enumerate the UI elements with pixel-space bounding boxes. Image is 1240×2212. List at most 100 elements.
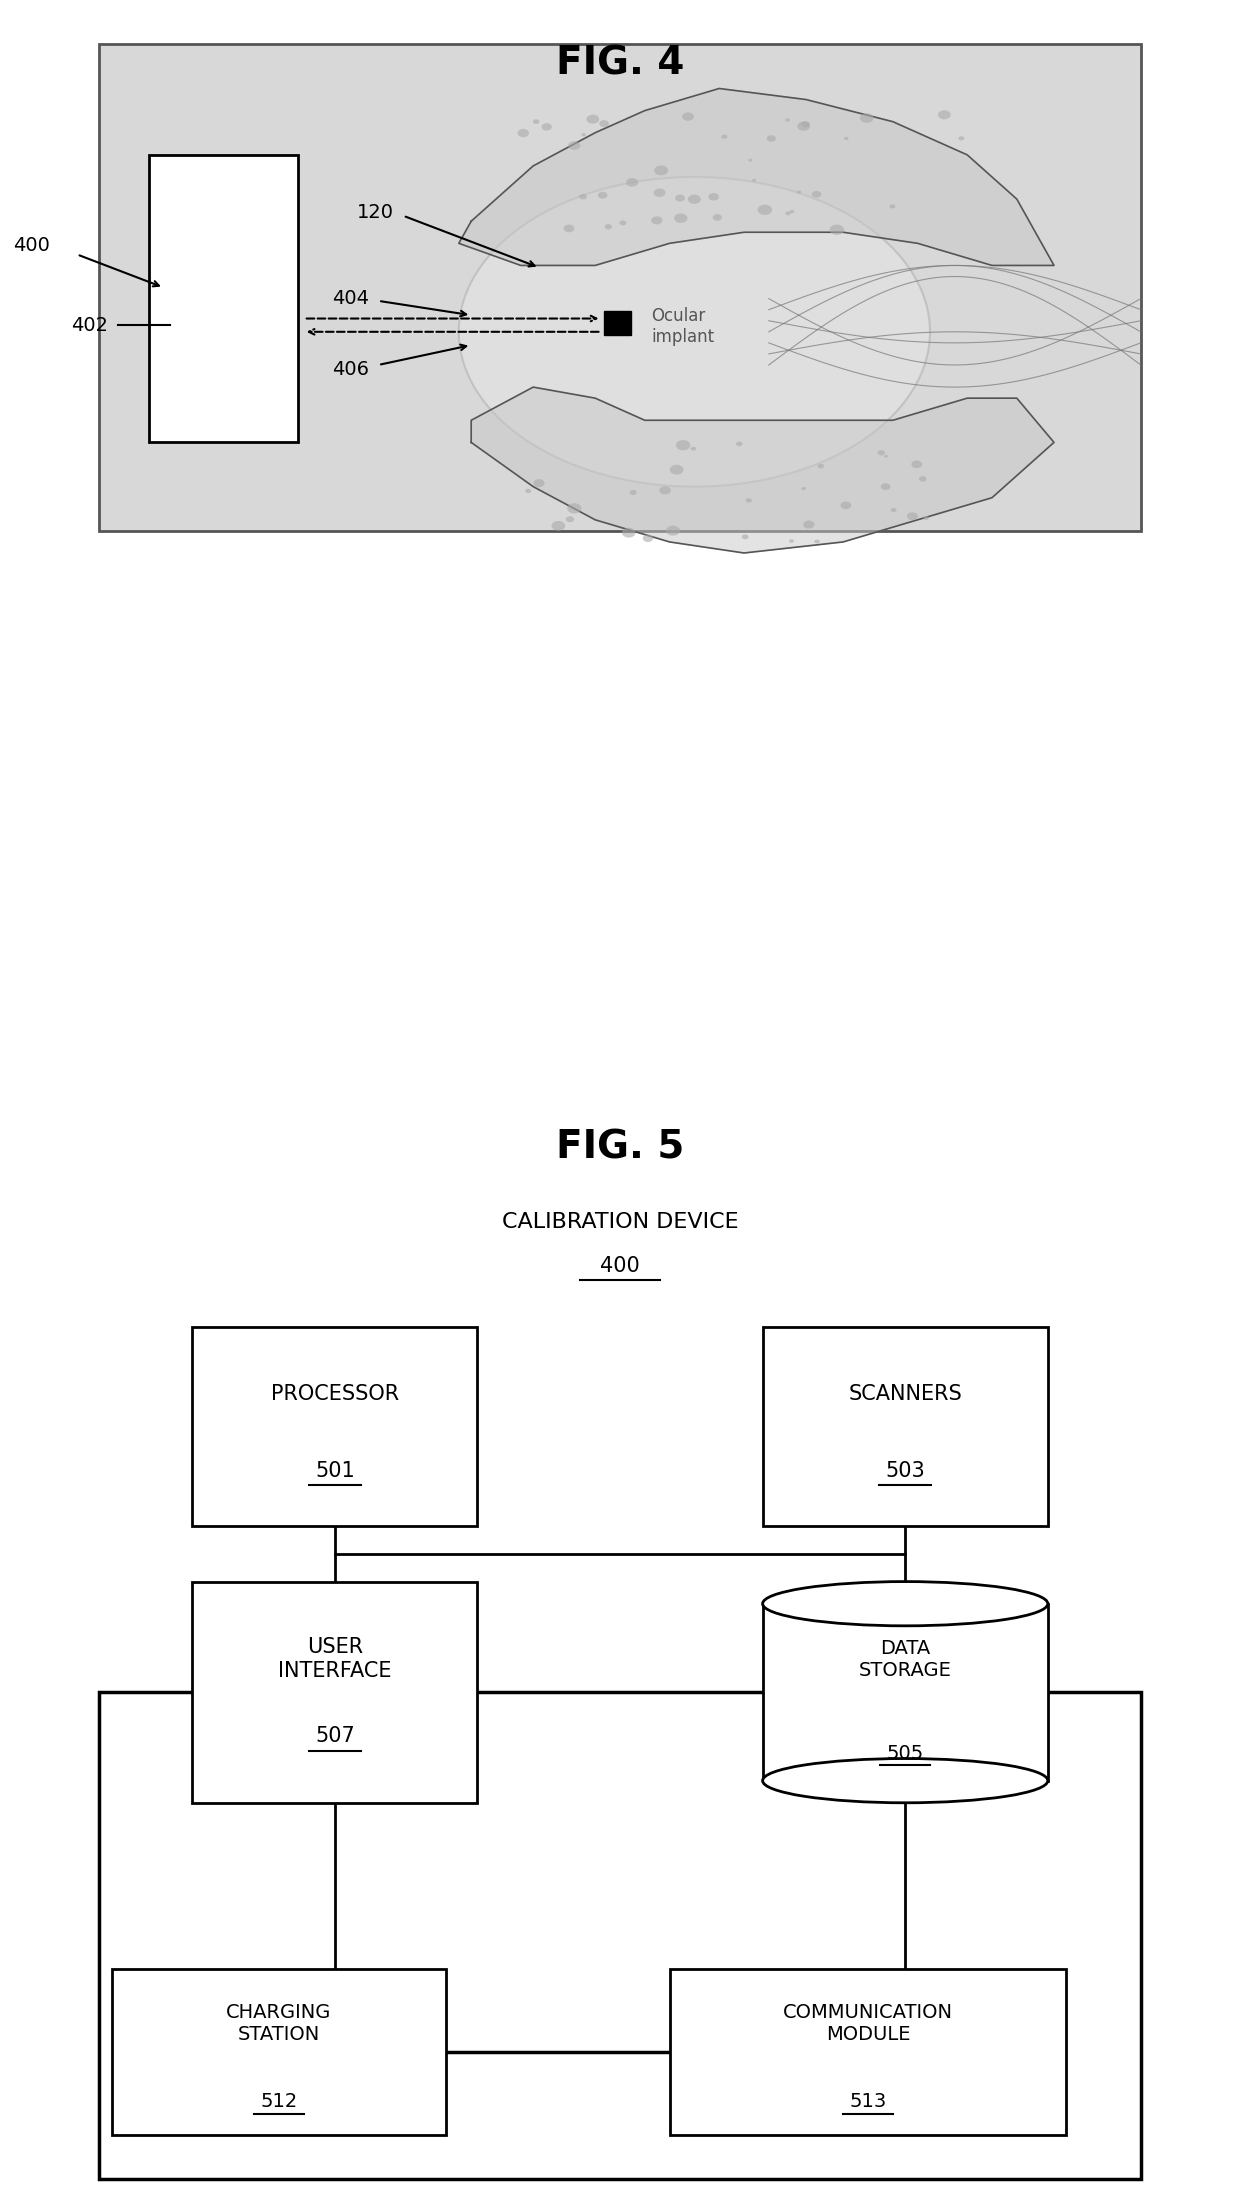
Text: 501: 501 bbox=[315, 1460, 355, 1482]
Ellipse shape bbox=[655, 166, 668, 175]
Ellipse shape bbox=[688, 195, 701, 204]
Ellipse shape bbox=[517, 128, 529, 137]
Ellipse shape bbox=[605, 223, 613, 230]
Ellipse shape bbox=[582, 133, 587, 137]
Ellipse shape bbox=[542, 124, 552, 131]
Ellipse shape bbox=[797, 122, 810, 131]
Ellipse shape bbox=[626, 177, 639, 186]
Ellipse shape bbox=[753, 179, 756, 181]
Text: 400: 400 bbox=[12, 237, 50, 254]
Ellipse shape bbox=[666, 526, 680, 535]
Text: 507: 507 bbox=[315, 1725, 355, 1747]
Ellipse shape bbox=[459, 177, 930, 487]
Ellipse shape bbox=[745, 498, 751, 502]
Ellipse shape bbox=[919, 476, 926, 482]
Text: 406: 406 bbox=[332, 361, 370, 378]
Ellipse shape bbox=[884, 456, 888, 458]
Ellipse shape bbox=[880, 482, 890, 491]
Ellipse shape bbox=[708, 192, 719, 201]
Ellipse shape bbox=[797, 190, 801, 195]
Bar bbox=[763, 1604, 1048, 1781]
Ellipse shape bbox=[579, 195, 587, 199]
Ellipse shape bbox=[737, 442, 743, 447]
Ellipse shape bbox=[713, 215, 722, 221]
Ellipse shape bbox=[598, 192, 608, 199]
Ellipse shape bbox=[568, 142, 580, 150]
Ellipse shape bbox=[763, 1582, 1048, 1626]
Text: 503: 503 bbox=[885, 1460, 925, 1482]
Text: CHARGING
STATION: CHARGING STATION bbox=[227, 2004, 331, 2044]
Ellipse shape bbox=[841, 502, 852, 509]
Ellipse shape bbox=[651, 217, 662, 223]
Ellipse shape bbox=[758, 204, 773, 215]
Ellipse shape bbox=[630, 489, 636, 495]
Ellipse shape bbox=[830, 226, 844, 234]
Ellipse shape bbox=[565, 515, 574, 522]
Ellipse shape bbox=[525, 489, 531, 493]
Text: DATA
STORAGE: DATA STORAGE bbox=[859, 1639, 951, 1679]
Ellipse shape bbox=[642, 535, 653, 542]
Text: USER
INTERFACE: USER INTERFACE bbox=[278, 1637, 392, 1681]
Text: Ocular
implant: Ocular implant bbox=[651, 307, 714, 345]
Polygon shape bbox=[459, 88, 1054, 265]
Ellipse shape bbox=[670, 465, 683, 476]
Ellipse shape bbox=[563, 226, 574, 232]
Ellipse shape bbox=[675, 212, 687, 223]
Bar bbox=[99, 1692, 1141, 2179]
Ellipse shape bbox=[653, 188, 666, 197]
Bar bbox=[192, 1582, 477, 1803]
Ellipse shape bbox=[587, 115, 599, 124]
Text: 512: 512 bbox=[260, 2093, 298, 2110]
Ellipse shape bbox=[567, 504, 582, 513]
Ellipse shape bbox=[748, 159, 753, 161]
Ellipse shape bbox=[552, 522, 565, 531]
Text: FIG. 4: FIG. 4 bbox=[556, 44, 684, 82]
Text: PROCESSOR: PROCESSOR bbox=[270, 1382, 399, 1405]
Ellipse shape bbox=[812, 190, 821, 197]
Ellipse shape bbox=[682, 113, 694, 122]
Ellipse shape bbox=[785, 119, 790, 122]
Ellipse shape bbox=[959, 137, 965, 139]
Ellipse shape bbox=[622, 529, 636, 538]
Ellipse shape bbox=[890, 509, 897, 513]
Text: 404: 404 bbox=[332, 290, 370, 307]
Ellipse shape bbox=[620, 221, 626, 226]
Bar bbox=[112, 1969, 446, 2135]
Ellipse shape bbox=[533, 480, 544, 487]
Ellipse shape bbox=[844, 137, 848, 139]
Text: 402: 402 bbox=[71, 316, 108, 334]
Ellipse shape bbox=[599, 119, 609, 126]
Ellipse shape bbox=[660, 487, 671, 495]
Bar bbox=[192, 1327, 477, 1526]
Ellipse shape bbox=[790, 210, 795, 212]
Ellipse shape bbox=[804, 520, 815, 529]
Text: FIG. 5: FIG. 5 bbox=[556, 1128, 684, 1166]
Bar bbox=[149, 155, 298, 442]
Ellipse shape bbox=[906, 513, 918, 520]
Text: CALIBRATION DEVICE: CALIBRATION DEVICE bbox=[502, 1212, 738, 1232]
Bar bbox=[99, 44, 1141, 531]
Ellipse shape bbox=[861, 113, 874, 124]
Ellipse shape bbox=[676, 440, 691, 451]
Ellipse shape bbox=[722, 135, 728, 139]
Ellipse shape bbox=[691, 447, 696, 451]
Bar bbox=[604, 310, 631, 334]
Ellipse shape bbox=[889, 204, 895, 208]
Ellipse shape bbox=[924, 515, 929, 520]
Ellipse shape bbox=[937, 111, 951, 119]
Polygon shape bbox=[471, 387, 1054, 553]
Ellipse shape bbox=[675, 195, 684, 201]
Text: COMMUNICATION
MODULE: COMMUNICATION MODULE bbox=[782, 2004, 954, 2044]
Ellipse shape bbox=[742, 535, 749, 540]
Ellipse shape bbox=[801, 487, 806, 491]
Text: 505: 505 bbox=[887, 1743, 924, 1763]
Ellipse shape bbox=[817, 465, 825, 469]
Ellipse shape bbox=[763, 1759, 1048, 1803]
Ellipse shape bbox=[789, 540, 794, 542]
Ellipse shape bbox=[766, 135, 776, 142]
Ellipse shape bbox=[911, 460, 923, 469]
Text: SCANNERS: SCANNERS bbox=[848, 1382, 962, 1405]
Ellipse shape bbox=[533, 119, 539, 124]
Ellipse shape bbox=[815, 540, 820, 544]
Ellipse shape bbox=[801, 122, 810, 128]
